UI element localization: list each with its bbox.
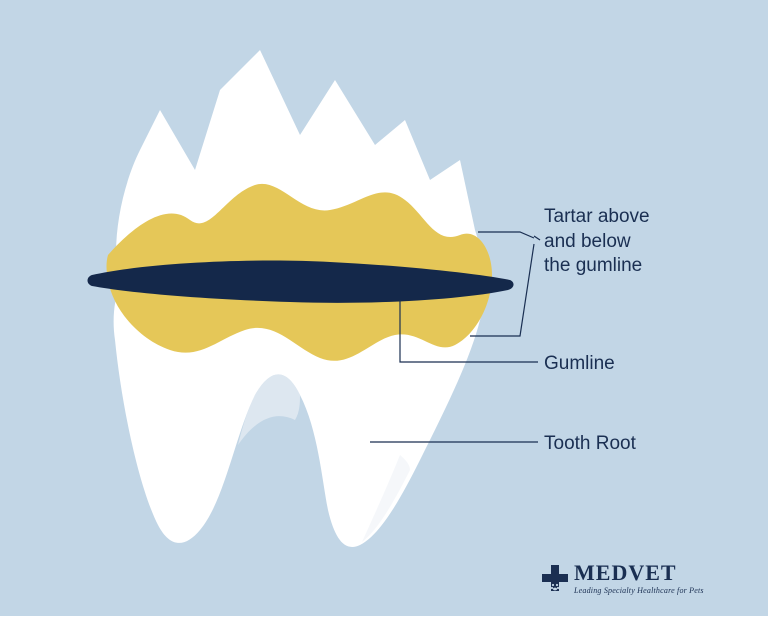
label-gumline: Gumline (544, 352, 615, 377)
label-tartar-line2: and below (544, 231, 631, 252)
label-root: Tooth Root (544, 432, 636, 457)
logo-cross-icon (540, 563, 570, 593)
label-tartar: Tartar above and below the gumline (544, 205, 650, 279)
label-gumline-text: Gumline (544, 353, 615, 374)
brand-logo: MEDVET Leading Specialty Healthcare for … (540, 560, 704, 595)
label-tartar-line1: Tartar above (544, 206, 650, 227)
diagram-canvas: Tartar above and below the gumline Gumli… (0, 0, 768, 616)
logo-tagline: Leading Specialty Healthcare for Pets (574, 586, 704, 595)
logo-main-text: MEDVET (574, 560, 704, 586)
label-tartar-line3: the gumline (544, 255, 642, 276)
label-root-text: Tooth Root (544, 433, 636, 454)
tooth-diagram-svg (0, 0, 768, 616)
